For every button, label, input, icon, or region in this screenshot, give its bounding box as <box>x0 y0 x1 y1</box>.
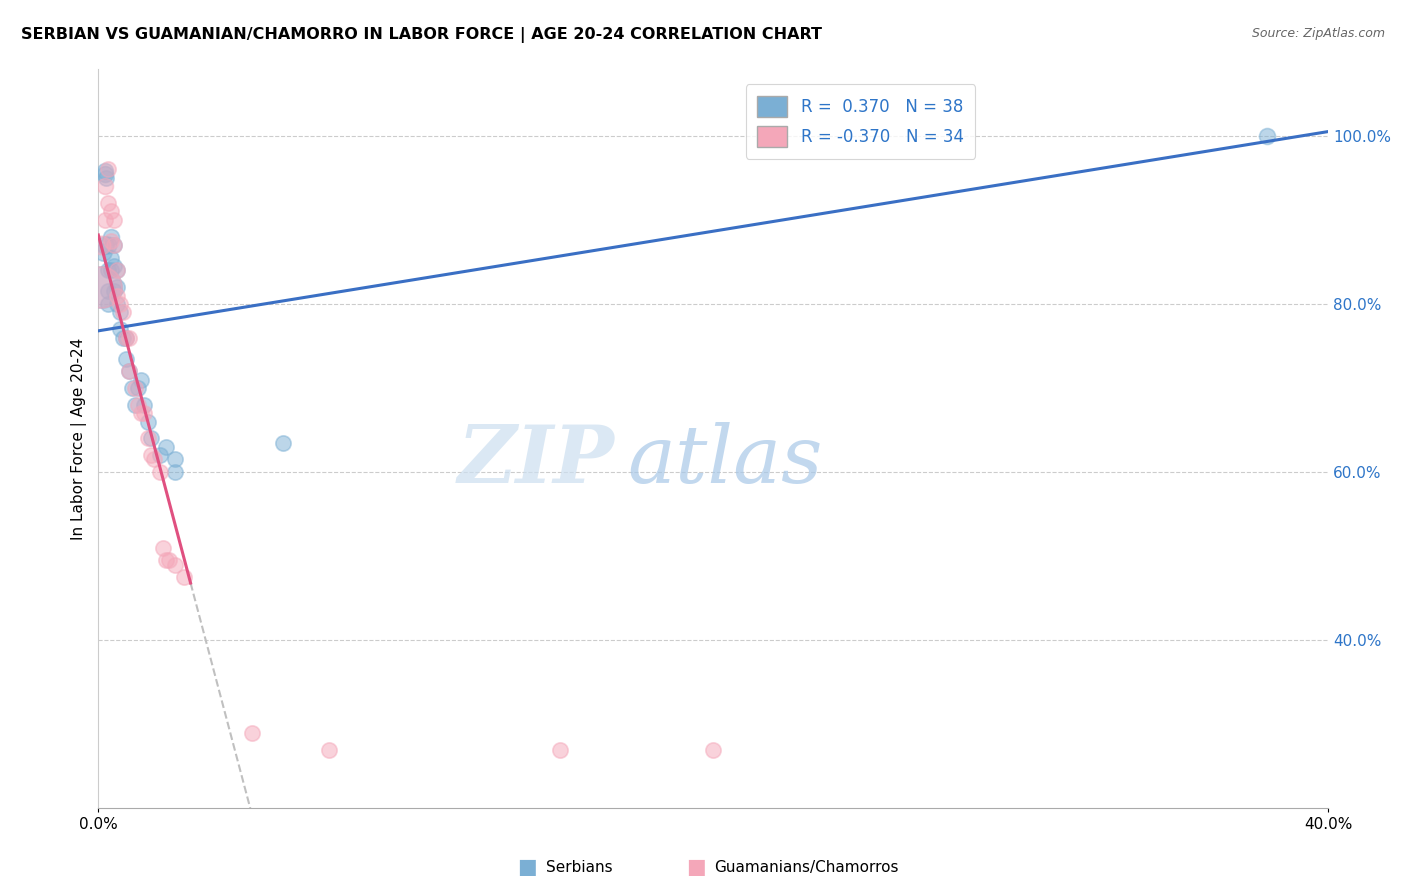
Legend: R =  0.370   N = 38, R = -0.370   N = 34: R = 0.370 N = 38, R = -0.370 N = 34 <box>745 84 976 159</box>
Point <box>157 553 180 567</box>
Point <box>131 406 153 420</box>
Point <box>139 432 162 446</box>
Point <box>105 280 128 294</box>
Point <box>134 398 156 412</box>
Point <box>97 162 120 177</box>
Text: ■: ■ <box>517 857 537 877</box>
Point <box>111 305 134 319</box>
Text: Source: ZipAtlas.com: Source: ZipAtlas.com <box>1251 27 1385 40</box>
Point <box>127 398 149 412</box>
Point <box>165 465 187 479</box>
Text: SERBIAN VS GUAMANIAN/CHAMORRO IN LABOR FORCE | AGE 20-24 CORRELATION CHART: SERBIAN VS GUAMANIAN/CHAMORRO IN LABOR F… <box>21 27 823 43</box>
Y-axis label: In Labor Force | Age 20-24: In Labor Force | Age 20-24 <box>72 337 87 540</box>
Point <box>97 285 120 299</box>
Point <box>108 322 131 336</box>
Point <box>124 398 146 412</box>
Point <box>173 570 195 584</box>
Point <box>100 251 122 265</box>
Text: atlas: atlas <box>627 422 823 500</box>
Text: ZIP: ZIP <box>458 422 614 500</box>
Point <box>142 452 165 467</box>
Point <box>165 452 187 467</box>
Point <box>108 305 131 319</box>
Point <box>103 238 125 252</box>
Point <box>93 238 115 252</box>
Point <box>240 725 263 739</box>
Point <box>149 465 172 479</box>
Point <box>115 351 138 366</box>
Point <box>97 263 120 277</box>
Point <box>165 558 187 572</box>
Point <box>548 742 571 756</box>
Point <box>127 381 149 395</box>
Point <box>318 742 340 756</box>
Text: Serbians: Serbians <box>546 860 612 874</box>
Point <box>100 234 122 248</box>
Point <box>134 406 156 420</box>
Point <box>100 204 122 219</box>
Point <box>93 164 115 178</box>
Point <box>94 170 117 185</box>
Point <box>103 238 125 252</box>
Point <box>152 541 174 555</box>
Point <box>1256 128 1278 143</box>
Point <box>90 238 112 252</box>
Point <box>115 330 138 344</box>
Point <box>136 432 159 446</box>
Point <box>131 373 153 387</box>
Point <box>105 288 128 302</box>
Point <box>155 553 177 567</box>
Point <box>271 435 294 450</box>
Point <box>149 448 172 462</box>
Point <box>105 263 128 277</box>
Point <box>93 167 115 181</box>
Point <box>136 415 159 429</box>
Point <box>118 330 141 344</box>
Point <box>90 280 112 294</box>
Point <box>155 440 177 454</box>
Point <box>121 381 143 395</box>
Point <box>100 263 122 277</box>
Text: ■: ■ <box>686 857 706 877</box>
Point <box>97 196 120 211</box>
Point <box>97 238 120 252</box>
Point <box>105 297 128 311</box>
Point <box>90 280 112 294</box>
Point <box>103 259 125 273</box>
Point <box>118 364 141 378</box>
Point <box>103 212 125 227</box>
Point <box>118 364 141 378</box>
Point <box>103 285 125 299</box>
Point <box>108 297 131 311</box>
Point <box>93 212 115 227</box>
Point <box>702 742 724 756</box>
Point <box>100 229 122 244</box>
Point <box>124 381 146 395</box>
Point <box>93 179 115 194</box>
Point <box>97 297 120 311</box>
Point <box>139 448 162 462</box>
Point <box>91 244 114 259</box>
Point <box>111 330 134 344</box>
Text: Guamanians/Chamorros: Guamanians/Chamorros <box>714 860 898 874</box>
Point <box>105 263 128 277</box>
Point <box>115 330 138 344</box>
